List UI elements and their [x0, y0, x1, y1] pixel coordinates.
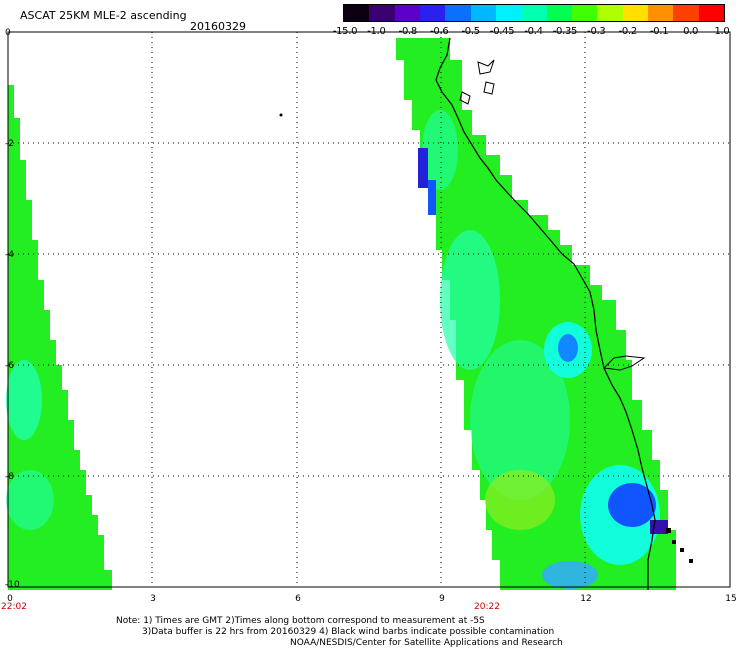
left-swath-cyan-patch [6, 470, 54, 530]
product-date: 20160329 [190, 20, 246, 33]
y-tick-neg8: -8 [5, 472, 14, 482]
contamination-barb [680, 548, 684, 552]
y-tick-neg6: -6 [5, 361, 14, 371]
right-swath-yellowgreen-patch [485, 470, 555, 530]
right-swath-blue-core [608, 483, 656, 527]
colorbar [343, 4, 725, 22]
y-tick-neg10: -10 [5, 580, 20, 590]
x-tick-12: 12 [580, 594, 592, 604]
left-swath-cyan-patch [6, 360, 42, 440]
colorbar-segment [622, 5, 648, 21]
colorbar-segment [673, 5, 699, 21]
x-tick-9: 9 [439, 594, 445, 604]
y-tick-neg2: -2 [5, 139, 14, 149]
y-tick-neg4: -4 [5, 250, 14, 260]
right-swath-blue-edge [428, 180, 436, 215]
right-swath [396, 38, 676, 590]
contamination-barb [672, 540, 676, 544]
coastline [435, 37, 656, 590]
map-frame [7, 31, 731, 588]
colorbar-segment [369, 5, 395, 21]
note-line-2: 3)Data buffer is 22 hrs from 20160329 4)… [142, 627, 555, 637]
y-tick-0: 0 [5, 28, 11, 38]
right-swath-cyan-patch [440, 230, 500, 370]
swath-layer [6, 38, 676, 590]
right-swath-blue-core [558, 334, 578, 362]
colorbar-segment [495, 5, 522, 21]
colorbar-segment [571, 5, 598, 21]
note-line-3: NOAA/NESDIS/Center for Satellite Applica… [290, 638, 563, 648]
colorbar-segment [521, 5, 547, 21]
note-line-1: Note: 1) Times are GMT 2)Times along bot… [116, 616, 485, 626]
right-swath-blue-edge [418, 148, 428, 188]
colorbar-segment [445, 5, 471, 21]
left-swath [8, 85, 112, 590]
x-tick-0: 0 [7, 594, 13, 604]
colorbar-segment [546, 5, 572, 21]
right-swath-cyan-patch [422, 110, 458, 190]
x-time-right: 20:22 [474, 602, 500, 612]
colorbar-segment [344, 5, 370, 21]
x-tick-6: 6 [295, 594, 301, 604]
colorbar-segment [419, 5, 446, 21]
right-swath-cyan-patch [470, 340, 570, 500]
colorbar-segment [470, 5, 496, 21]
colorbar-segment [394, 5, 420, 21]
right-swath-blue-patch [542, 561, 598, 589]
colorbar-segment [597, 5, 623, 21]
product-title: ASCAT 25KM MLE-2 ascending [20, 9, 187, 22]
coastline-islands [459, 59, 495, 105]
coastline-bay [602, 355, 646, 371]
colorbar-segment [647, 5, 674, 21]
contamination-barb [689, 559, 693, 563]
x-tick-15: 15 [725, 594, 737, 604]
colorbar-segment [698, 5, 724, 21]
coastline-layer [279, 37, 693, 590]
x-time-left: 22:02 [1, 602, 27, 612]
contamination-barb [666, 528, 671, 533]
island-dot [279, 113, 283, 117]
x-tick-3: 3 [150, 594, 156, 604]
